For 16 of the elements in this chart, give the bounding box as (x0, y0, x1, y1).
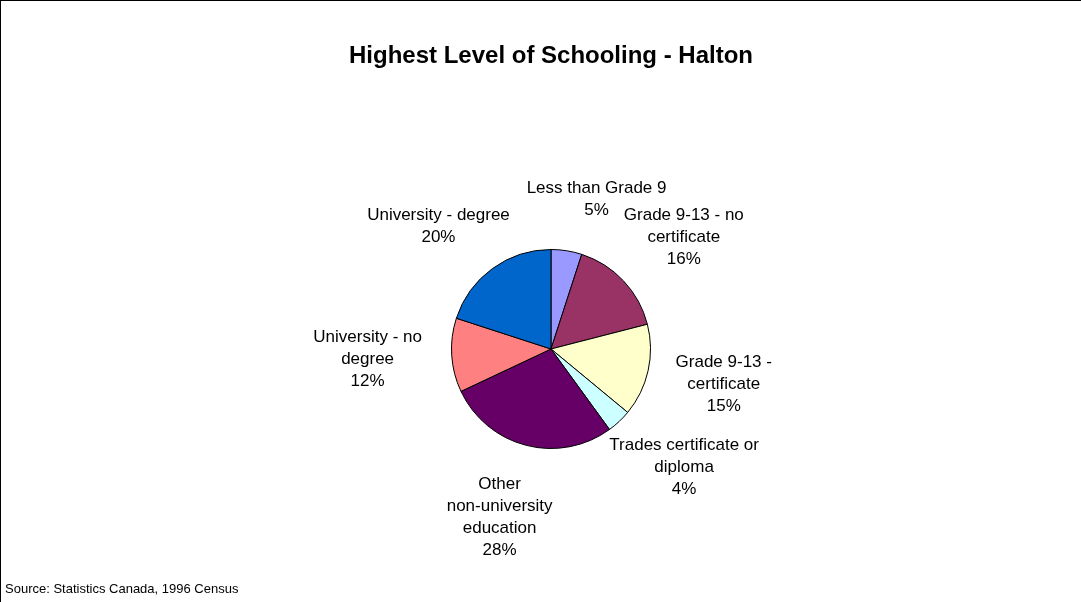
data-label: 20% (421, 227, 456, 247)
slice-label: University - degree (367, 205, 510, 225)
slice-label: Trades certificate or diploma (609, 435, 760, 477)
data-label: 5% (584, 200, 609, 220)
slice-label: University - no degree (313, 326, 422, 368)
data-label: 28% (482, 539, 517, 559)
chart-title: Highest Level of Schooling - Halton (348, 40, 754, 68)
slice-label: Less than Grade 9 (526, 178, 667, 198)
data-label: 15% (706, 396, 741, 416)
slice-label: Other non-university education (446, 473, 554, 537)
slice-label: Grade 9-13 - no certificate (623, 205, 744, 247)
slice-label: Grade 9-13 - certificate (675, 352, 772, 394)
data-label: 16% (666, 249, 701, 269)
source-note: Source: Statistics Canada, 1996 Census (5, 581, 239, 596)
data-label: 12% (350, 370, 385, 390)
data-label: 4% (671, 479, 697, 499)
